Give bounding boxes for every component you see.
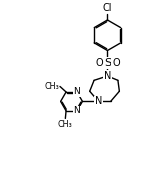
Text: N: N xyxy=(74,106,80,115)
Text: Cl: Cl xyxy=(103,3,112,13)
Text: O: O xyxy=(112,58,120,68)
Text: S: S xyxy=(104,58,111,68)
Text: CH₃: CH₃ xyxy=(45,82,59,91)
Text: N: N xyxy=(104,71,111,81)
Text: N: N xyxy=(74,87,80,96)
Text: N: N xyxy=(95,96,102,106)
Text: O: O xyxy=(95,58,103,68)
Text: CH₃: CH₃ xyxy=(58,120,73,129)
